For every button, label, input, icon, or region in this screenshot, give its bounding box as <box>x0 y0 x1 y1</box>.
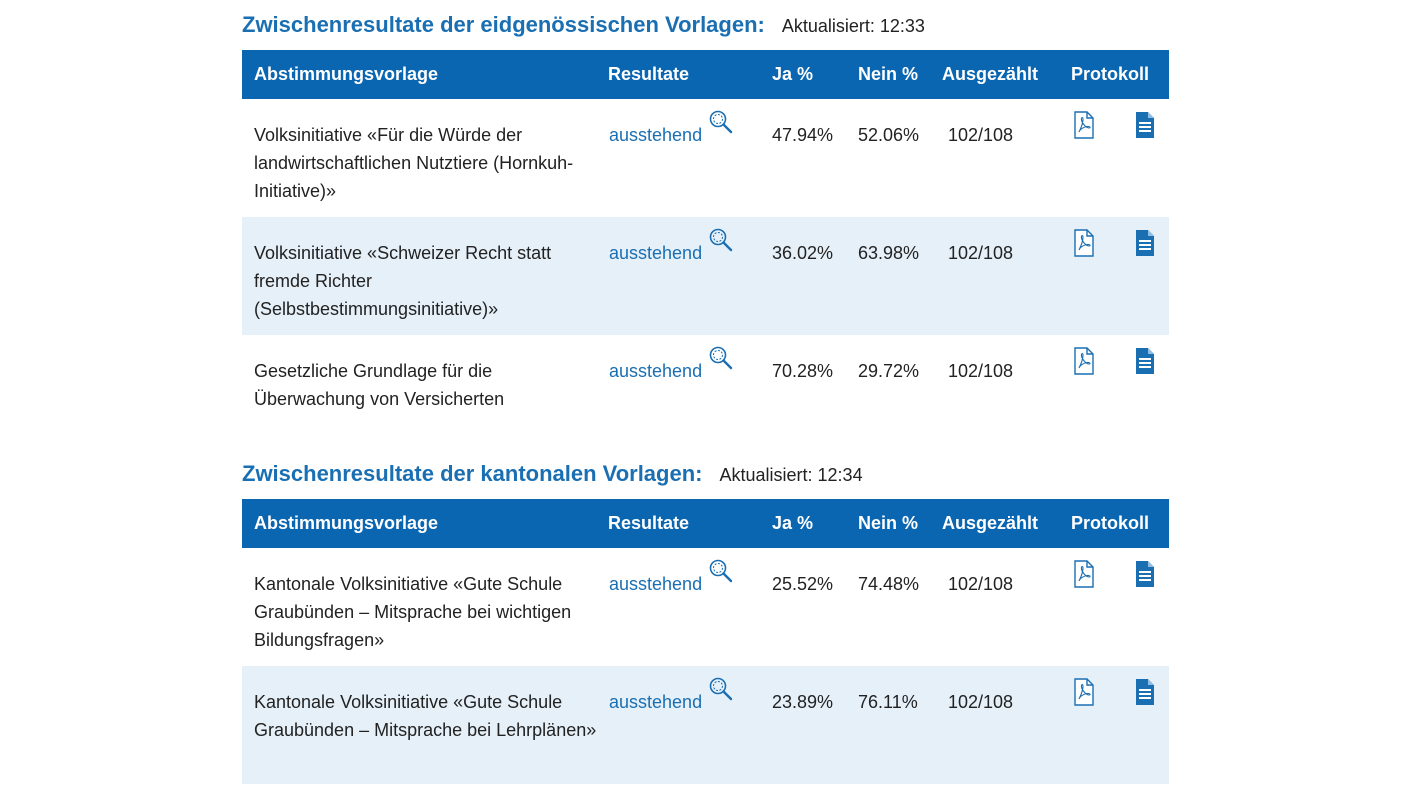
vorlage-cell: Volksinitiative «Für die Würde der landw… <box>254 125 574 201</box>
section-title: Zwischenresultate der eidgenössischen Vo… <box>242 12 765 37</box>
document-icon[interactable] <box>1134 560 1156 588</box>
magnifier-icon[interactable] <box>708 227 734 253</box>
header-resultate: Resultate <box>608 64 690 84</box>
pdf-icon[interactable] <box>1073 229 1095 257</box>
table-row: Volksinitiative «Schweizer Recht statt f… <box>242 217 1169 335</box>
header-vorlage: Abstimmungsvorlage <box>254 513 439 533</box>
ausstehend-link[interactable]: ausstehend <box>609 559 734 598</box>
resultat-cell: ausstehend <box>608 335 760 431</box>
ausgezaehlt-count: 102/108 <box>948 361 1014 381</box>
nein-percent: 74.48% <box>858 574 920 594</box>
header-ausgezaehlt: Ausgezählt <box>942 64 1039 84</box>
ja-percent: 25.52% <box>772 574 834 594</box>
vorlage-cell: Kantonale Volksinitiative «Gute Schule G… <box>254 692 597 740</box>
table-row: Gesetzliche Grundlage für die Überwachun… <box>242 335 1169 431</box>
resultat-label: ausstehend <box>609 574 703 594</box>
header-protokoll: Protokoll <box>1071 513 1150 533</box>
cantonal-section-header: Zwischenresultate der kantonalen Vorlage… <box>242 431 1169 499</box>
ausstehend-link[interactable]: ausstehend <box>609 110 734 149</box>
header-protokoll: Protokoll <box>1071 64 1150 84</box>
ausstehend-link[interactable]: ausstehend <box>609 228 734 267</box>
resultat-label: ausstehend <box>609 692 703 712</box>
pdf-icon[interactable] <box>1073 560 1095 588</box>
table-row: Kantonale Volksinitiative «Gute Schule G… <box>242 548 1169 666</box>
resultat-label: ausstehend <box>609 361 703 381</box>
magnifier-icon[interactable] <box>708 345 734 371</box>
nein-percent: 52.06% <box>858 125 920 145</box>
table-row: Kantonale Volksinitiative «Gute Schule G… <box>242 666 1169 784</box>
header-nein: Nein % <box>858 64 919 84</box>
table-header-row: Abstimmungsvorlage Resultate Ja % Nein %… <box>242 50 1169 99</box>
ausgezaehlt-count: 102/108 <box>948 574 1014 594</box>
document-icon[interactable] <box>1134 678 1156 706</box>
header-ja: Ja % <box>772 513 814 533</box>
federal-section-header: Zwischenresultate der eidgenössischen Vo… <box>242 0 1169 50</box>
section-title: Zwischenresultate der kantonalen Vorlage… <box>242 461 703 486</box>
ausgezaehlt-count: 102/108 <box>948 243 1014 263</box>
vorlage-cell: Volksinitiative «Schweizer Recht statt f… <box>254 243 552 319</box>
ausstehend-link[interactable]: ausstehend <box>609 677 734 716</box>
ausgezaehlt-count: 102/108 <box>948 692 1014 712</box>
resultat-cell: ausstehend <box>608 666 760 784</box>
header-ja: Ja % <box>772 64 814 84</box>
nein-percent: 29.72% <box>858 361 920 381</box>
vorlage-cell: Gesetzliche Grundlage für die Überwachun… <box>254 361 505 409</box>
document-icon[interactable] <box>1134 111 1156 139</box>
resultat-cell: ausstehend <box>608 99 760 217</box>
ja-percent: 36.02% <box>772 243 834 263</box>
federal-results-table: Abstimmungsvorlage Resultate Ja % Nein %… <box>242 50 1169 431</box>
ja-percent: 47.94% <box>772 125 834 145</box>
ja-percent: 70.28% <box>772 361 834 381</box>
table-header-row: Abstimmungsvorlage Resultate Ja % Nein %… <box>242 499 1169 548</box>
header-resultate: Resultate <box>608 513 690 533</box>
document-icon[interactable] <box>1134 347 1156 375</box>
ausstehend-link[interactable]: ausstehend <box>609 346 734 385</box>
magnifier-icon[interactable] <box>708 109 734 135</box>
nein-percent: 63.98% <box>858 243 920 263</box>
updated-timestamp: Aktualisiert: 12:34 <box>719 465 863 485</box>
header-ausgezaehlt: Ausgezählt <box>942 513 1039 533</box>
header-nein: Nein % <box>858 513 919 533</box>
protokoll-cell <box>1059 99 1169 217</box>
pdf-icon[interactable] <box>1073 678 1095 706</box>
magnifier-icon[interactable] <box>708 676 734 702</box>
results-content: Zwischenresultate der eidgenössischen Vo… <box>242 0 1169 784</box>
ja-percent: 23.89% <box>772 692 834 712</box>
magnifier-icon[interactable] <box>708 558 734 584</box>
resultat-cell: ausstehend <box>608 548 760 666</box>
cantonal-results-table: Abstimmungsvorlage Resultate Ja % Nein %… <box>242 499 1169 784</box>
ausgezaehlt-count: 102/108 <box>948 125 1014 145</box>
protokoll-cell <box>1059 217 1169 335</box>
vorlage-cell: Kantonale Volksinitiative «Gute Schule G… <box>254 574 572 650</box>
nein-percent: 76.11% <box>858 692 918 712</box>
resultat-cell: ausstehend <box>608 217 760 335</box>
header-vorlage: Abstimmungsvorlage <box>254 64 439 84</box>
protokoll-cell <box>1059 666 1169 784</box>
pdf-icon[interactable] <box>1073 111 1095 139</box>
protokoll-cell <box>1059 335 1169 431</box>
pdf-icon[interactable] <box>1073 347 1095 375</box>
resultat-label: ausstehend <box>609 125 703 145</box>
document-icon[interactable] <box>1134 229 1156 257</box>
updated-timestamp: Aktualisiert: 12:33 <box>781 16 925 36</box>
table-row: Volksinitiative «Für die Würde der landw… <box>242 99 1169 217</box>
resultat-label: ausstehend <box>609 243 703 263</box>
protokoll-cell <box>1059 548 1169 666</box>
